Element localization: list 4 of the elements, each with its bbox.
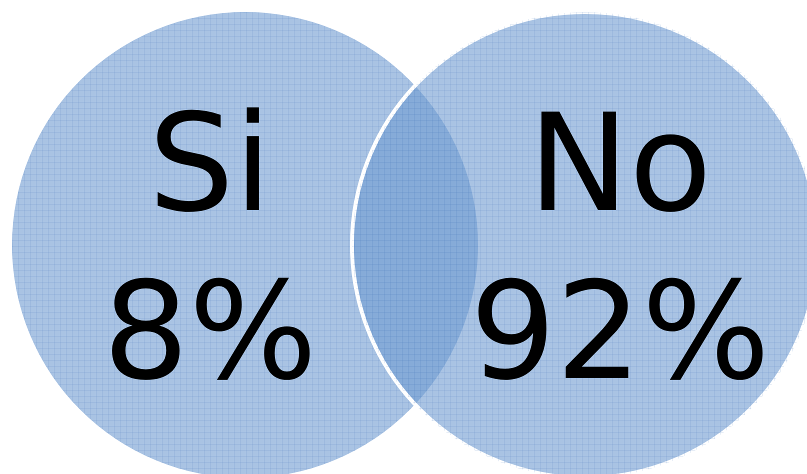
category-label: Si <box>148 85 272 242</box>
data-label: 8% <box>102 253 318 410</box>
data-label: 92% <box>470 253 770 410</box>
category-label: No <box>528 85 712 242</box>
